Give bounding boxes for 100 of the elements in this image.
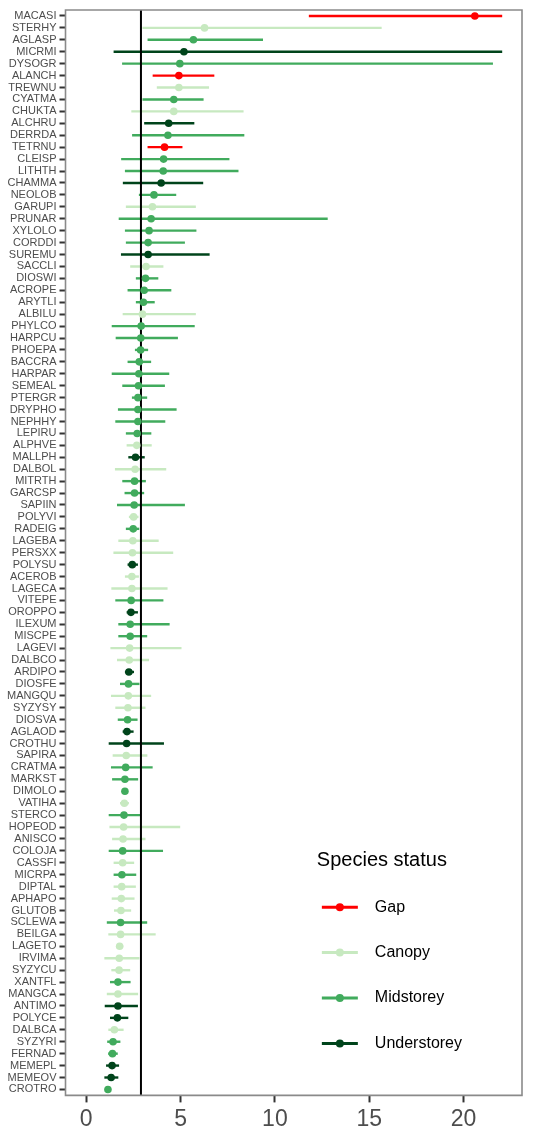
y-tick-label: POLYSU <box>12 557 57 570</box>
y-tick-label: SCLEWA <box>10 915 58 928</box>
y-tick-label: DERRDA <box>10 128 58 141</box>
y-tick-label: CRATMA <box>10 760 58 773</box>
y-tick-label: MACASI <box>14 8 57 21</box>
y-tick-label: PRUNAR <box>10 211 57 224</box>
y-tick-label: SYZYSY <box>13 700 58 713</box>
y-tick-label: FERNAD <box>11 1046 57 1059</box>
y-tick-label: SACCLI <box>16 259 57 272</box>
y-tick-label: SUREMU <box>8 247 57 260</box>
y-tick-label: SYZYCU <box>11 963 57 976</box>
y-tick-label: ARDIPO <box>14 665 57 678</box>
legend-label: Midstorey <box>374 988 445 1006</box>
y-tick-label: CROTRO <box>8 1082 57 1095</box>
y-tick-label: DIPTAL <box>18 879 57 892</box>
y-tick-label: LAGECA <box>11 581 58 594</box>
y-tick-label: VITEPE <box>17 593 57 606</box>
y-tick-label: POLYVI <box>17 509 57 522</box>
y-tick-label: CLEISP <box>17 152 57 165</box>
y-tick-label: TETRNU <box>11 140 57 153</box>
y-tick-label: MANGQU <box>7 688 57 701</box>
y-tick-label: DALBCA <box>12 1022 58 1035</box>
y-tick-label: CROTHU <box>9 736 57 749</box>
y-tick-label: IRVIMA <box>18 951 58 964</box>
y-tick-label: SAPIIN <box>20 498 57 511</box>
y-tick-label: ARYTLI <box>18 295 57 308</box>
x-tick-label: 0 <box>79 1104 93 1131</box>
y-tick-label: GARCSP <box>10 486 57 499</box>
y-tick-label: DYSOGR <box>8 56 57 69</box>
y-tick-label: GLUTOB <box>11 903 57 916</box>
legend-title: Species status <box>316 847 447 870</box>
y-tick-label: PERSXX <box>11 545 58 558</box>
y-tick-label: SAPIRA <box>16 748 58 761</box>
y-tick-label: MISCPE <box>14 629 57 642</box>
y-tick-label: DRYPHO <box>9 402 57 415</box>
y-tick-label: XANTFL <box>14 975 57 988</box>
y-tick-label: ALCHRU <box>11 116 57 129</box>
y-tick-label: PHYLCO <box>11 319 57 332</box>
x-tick-label: 5 <box>174 1104 187 1131</box>
y-tick-label: MICRPA <box>14 867 58 880</box>
y-tick-label: ILEXUM <box>15 617 57 630</box>
legend-label: Canopy <box>374 943 431 961</box>
y-tick-label: HOPEOD <box>8 820 57 833</box>
y-tick-label: SYZYRI <box>16 1034 57 1047</box>
y-tick-label: HARPCU <box>10 331 57 344</box>
y-tick-label: LAGEVI <box>16 641 57 654</box>
y-tick-label: ALANCH <box>11 68 57 81</box>
y-tick-label: LAGETO <box>12 939 57 952</box>
y-tick-label: MALLPH <box>12 450 57 463</box>
y-tick-label: MEMEOV <box>7 1070 58 1083</box>
y-tick-label: NEPHHY <box>10 414 58 427</box>
y-tick-label: COLOJA <box>12 843 58 856</box>
y-tick-label: PHOEPA <box>11 342 58 355</box>
y-tick-label: STERCO <box>10 808 57 821</box>
y-tick-label: DIOSFE <box>15 676 57 689</box>
y-tick-label: MANGCA <box>8 987 58 1000</box>
y-tick-label: XYLOLO <box>12 223 57 236</box>
y-tick-label: ANTIMO <box>13 998 57 1011</box>
y-tick-label: SEMEAL <box>11 378 57 391</box>
y-tick-label: ANISCO <box>14 831 57 844</box>
y-tick-label: STERHY <box>11 20 58 33</box>
y-tick-label: POLYCE <box>12 1010 57 1023</box>
y-tick-label: MARKST <box>10 772 57 785</box>
y-tick-label: CHAMMA <box>7 175 58 188</box>
y-tick-label: DALBCO <box>11 653 57 666</box>
y-tick-label: LEPIRU <box>16 426 57 439</box>
x-tick-label: 15 <box>356 1104 382 1131</box>
y-tick-label: CYATMA <box>12 92 58 105</box>
y-tick-label: DIOSWI <box>16 271 57 284</box>
x-tick-label: 10 <box>262 1104 288 1131</box>
y-tick-label: CHUKTA <box>12 104 58 117</box>
y-tick-label: ALPHVE <box>13 438 57 451</box>
y-tick-label: HARPAR <box>11 366 57 379</box>
legend-label: Gap <box>374 897 406 915</box>
y-tick-label: LAGEBA <box>12 533 58 546</box>
y-tick-label: GARUPI <box>14 199 57 212</box>
y-tick-label: MICRMI <box>16 44 57 57</box>
y-tick-label: BEILGA <box>16 927 58 940</box>
y-tick-label: CASSFI <box>16 855 57 868</box>
y-tick-label: ALBILU <box>18 307 57 320</box>
y-tick-label: DIOSVA <box>15 712 58 725</box>
y-tick-label: CORDDI <box>13 235 57 248</box>
legend-label: Understorey <box>374 1033 463 1051</box>
y-tick-label: MITRTH <box>15 474 57 487</box>
y-tick-label: BACCRA <box>10 354 58 367</box>
y-tick-label: VATIHA <box>18 796 58 809</box>
y-tick-label: OROPPO <box>8 605 57 618</box>
x-tick-label: 20 <box>450 1104 477 1131</box>
y-tick-label: AGLAOD <box>10 724 57 737</box>
y-tick-label: NEOLOB <box>10 187 57 200</box>
y-tick-label: RADEIG <box>14 521 57 534</box>
y-tick-label: TREWNU <box>8 80 57 93</box>
y-tick-label: AGLASP <box>12 32 57 45</box>
y-tick-label: MEMEPL <box>10 1058 57 1071</box>
y-tick-label: ACEROB <box>10 569 57 582</box>
y-tick-label: PTERGR <box>10 390 57 403</box>
y-tick-label: DIMOLO <box>13 784 57 797</box>
y-tick-label: APHAPO <box>10 891 57 904</box>
y-tick-label: ACROPE <box>10 283 57 296</box>
y-tick-label: DALBOL <box>13 462 57 475</box>
